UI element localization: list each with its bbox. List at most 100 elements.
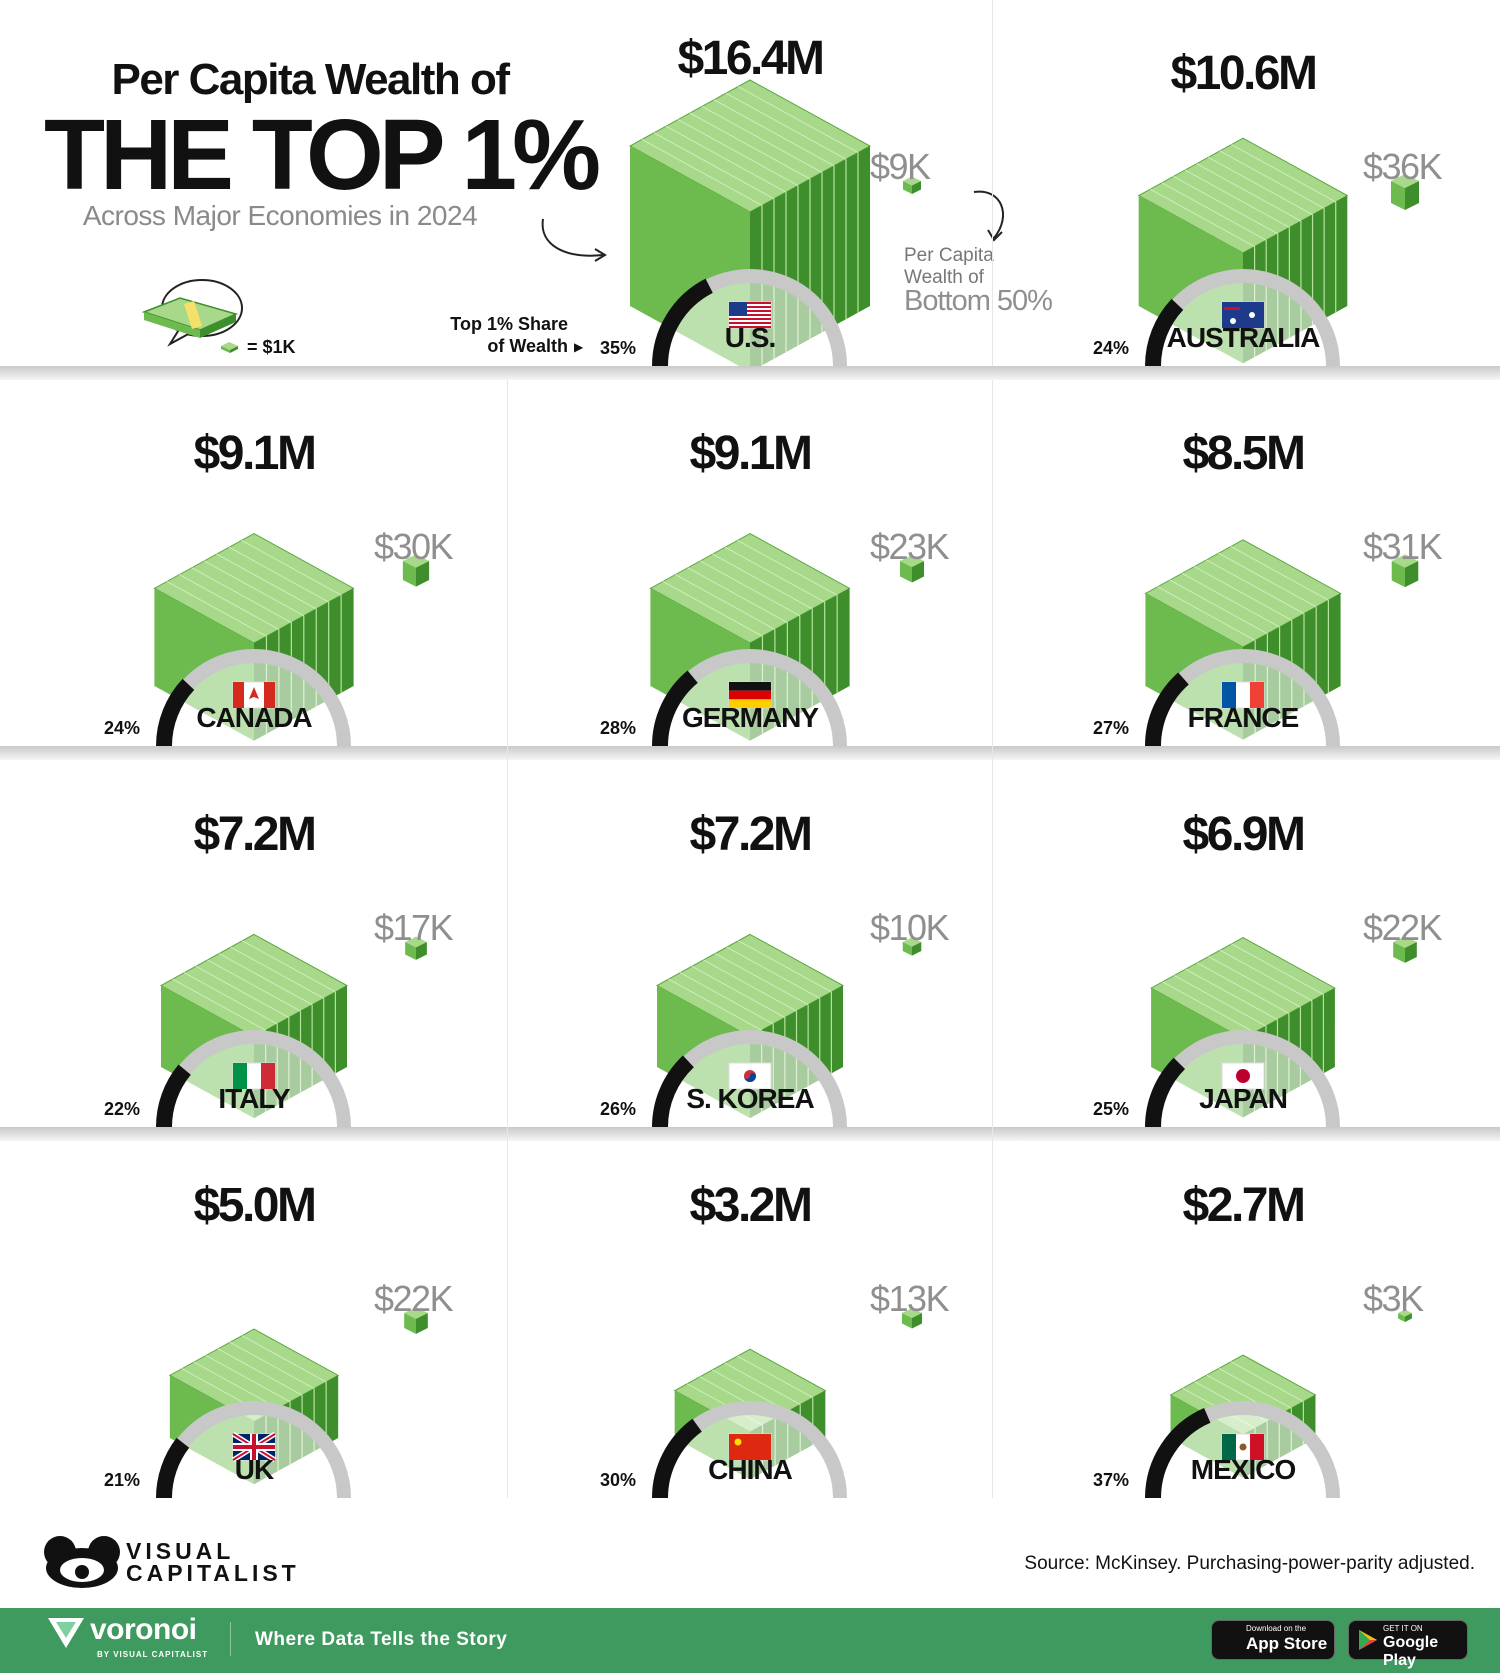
bottom50-wealth-value-label: $22K	[374, 1278, 454, 1319]
australia-flag	[1221, 301, 1265, 329]
top1-wealth-value-label: $8.5M	[1182, 427, 1306, 480]
one-thousand-unit-icon	[221, 342, 238, 353]
row-divider	[0, 1127, 1500, 1141]
top1-wealth-value-label: $7.2M	[193, 808, 317, 861]
country-panel-graphic	[156, 933, 427, 1127]
row-divider	[0, 366, 1500, 380]
column-divider	[992, 0, 993, 366]
south-korea-flag	[728, 1062, 772, 1090]
top1-wealth-value-label: $9.1M	[689, 427, 813, 480]
bottom-legend-line3: Bottom 50%	[904, 285, 1053, 317]
google-play-button[interactable]: GET IT ON Google Play	[1348, 1620, 1468, 1669]
top1-wealth-value-label: $9.1M	[193, 427, 317, 480]
bottom50-wealth-money-stack	[402, 554, 430, 587]
italy-flag	[232, 1062, 276, 1090]
bottom50-wealth-value-label: $30K	[374, 526, 454, 567]
bottom50-wealth-money-stack	[1398, 1309, 1412, 1322]
germany-flag	[728, 681, 772, 709]
share-legend-line2: of Wealth	[487, 336, 568, 356]
country-label: U.S.	[724, 322, 776, 353]
top1-wealth-value-label: $7.2M	[689, 808, 813, 861]
top1-wealth-value-label: $16.4M	[677, 32, 825, 85]
canada-flag	[232, 681, 276, 709]
curved-arrow-down-icon	[973, 190, 1004, 242]
china-flag	[728, 1433, 772, 1461]
pointer-arrow-icon: ▶	[574, 340, 584, 354]
top1-share-label: 27%	[1093, 718, 1130, 738]
country-panel-graphic	[1144, 539, 1419, 746]
bottom50-wealth-money-stack	[1391, 174, 1419, 210]
bottom50-wealth-value-label: $13K	[870, 1278, 950, 1319]
bottom50-wealth-money-stack	[901, 1307, 923, 1329]
voronoi-logo-text[interactable]: voronoi	[90, 1613, 197, 1646]
curved-arrow-icon	[541, 218, 607, 262]
bottom-legend-line1: Per Capita	[904, 245, 994, 266]
mexico-flag	[1221, 1433, 1265, 1461]
app-store-small-label: Download on the	[1246, 1624, 1307, 1633]
source-note: Source: McKinsey. Purchasing-power-parit…	[1024, 1553, 1475, 1574]
top1-wealth-value-label: $10.6M	[1170, 47, 1318, 100]
chart-title-line1: Per Capita Wealth of	[111, 55, 510, 104]
country-label: S. KOREA	[686, 1083, 814, 1114]
logo-text-line1: VISUAL	[126, 1538, 235, 1564]
us-flag	[728, 301, 772, 329]
top1-share-label: 21%	[104, 1470, 141, 1490]
money-stack-legend-icon	[141, 279, 243, 347]
column-divider	[507, 380, 508, 1498]
bottom50-wealth-money-stack	[404, 1307, 428, 1334]
country-panel-graphic	[652, 933, 922, 1127]
country-label: GERMANY	[681, 702, 819, 733]
country-panel-graphic	[652, 1307, 923, 1498]
country-label: ITALY	[218, 1083, 290, 1114]
country-label: FRANCE	[1187, 702, 1300, 733]
country-label: AUSTRALIA	[1166, 322, 1321, 353]
bottom-legend-line2: Wealth of	[904, 267, 984, 288]
bottom50-wealth-money-stack	[1391, 554, 1419, 588]
country-panel-graphic	[1137, 137, 1419, 366]
top1-share-label: 24%	[104, 718, 141, 738]
bottom50-wealth-value-label: $23K	[870, 526, 950, 567]
top1-share-label: 22%	[104, 1099, 141, 1119]
top1-share-label: 37%	[1093, 1470, 1130, 1490]
row-divider	[0, 746, 1500, 760]
bottom50-wealth-value-label: $31K	[1363, 526, 1443, 567]
country-label: JAPAN	[1199, 1083, 1288, 1114]
bottom50-wealth-money-stack	[900, 555, 924, 583]
bottom50-wealth-value-label: $36K	[1363, 146, 1443, 187]
country-panel-graphic	[649, 532, 924, 746]
country-panel-graphic	[628, 79, 921, 366]
bottom50-wealth-money-stack	[405, 936, 427, 960]
country-label: UK	[234, 1454, 274, 1485]
bottom50-wealth-money-stack	[1393, 936, 1417, 963]
country-label: CANADA	[196, 702, 312, 733]
top1-share-label: 30%	[600, 1470, 637, 1490]
country-panel-graphic	[153, 532, 430, 746]
google-play-icon	[1359, 1630, 1377, 1650]
uk-flag	[231, 1431, 277, 1463]
country-label: MEXICO	[1190, 1454, 1296, 1485]
country-panel-graphic	[1145, 1309, 1412, 1498]
top1-share-label: 26%	[600, 1099, 637, 1119]
google-play-small-label: GET IT ON	[1383, 1624, 1423, 1633]
top1-share-label: 25%	[1093, 1099, 1130, 1119]
google-play-label: Google Play	[1383, 1634, 1439, 1669]
chart-subtitle: Across Major Economies in 2024	[82, 200, 478, 231]
app-store-button[interactable]: Download on the App Store	[1211, 1620, 1335, 1660]
app-store-label: App Store	[1246, 1634, 1328, 1653]
france-flag	[1221, 681, 1265, 709]
top1-wealth-value-label: $5.0M	[193, 1179, 317, 1232]
visual-capitalist-logo-icon	[44, 1536, 120, 1588]
bottom50-wealth-value-label: $17K	[374, 907, 454, 948]
chart-title-line2: THE TOP 1%	[43, 99, 601, 211]
bottom50-wealth-money-stack	[902, 937, 922, 956]
voronoi-logo-subtext: BY VISUAL CAPITALIST	[97, 1650, 209, 1659]
column-divider	[992, 380, 993, 1498]
top1-wealth-value-label: $6.9M	[1182, 808, 1306, 861]
country-label: CHINA	[708, 1454, 793, 1485]
logo-text-line2: CAPITALIST	[126, 1560, 300, 1586]
japan-flag	[1221, 1062, 1265, 1090]
bottom50-wealth-money-stack	[903, 176, 921, 194]
footer-tagline: Where Data Tells the Story	[255, 1629, 508, 1650]
bottom50-wealth-value-label: $9K	[870, 146, 931, 187]
bottom50-wealth-value-label: $3K	[1363, 1278, 1424, 1319]
